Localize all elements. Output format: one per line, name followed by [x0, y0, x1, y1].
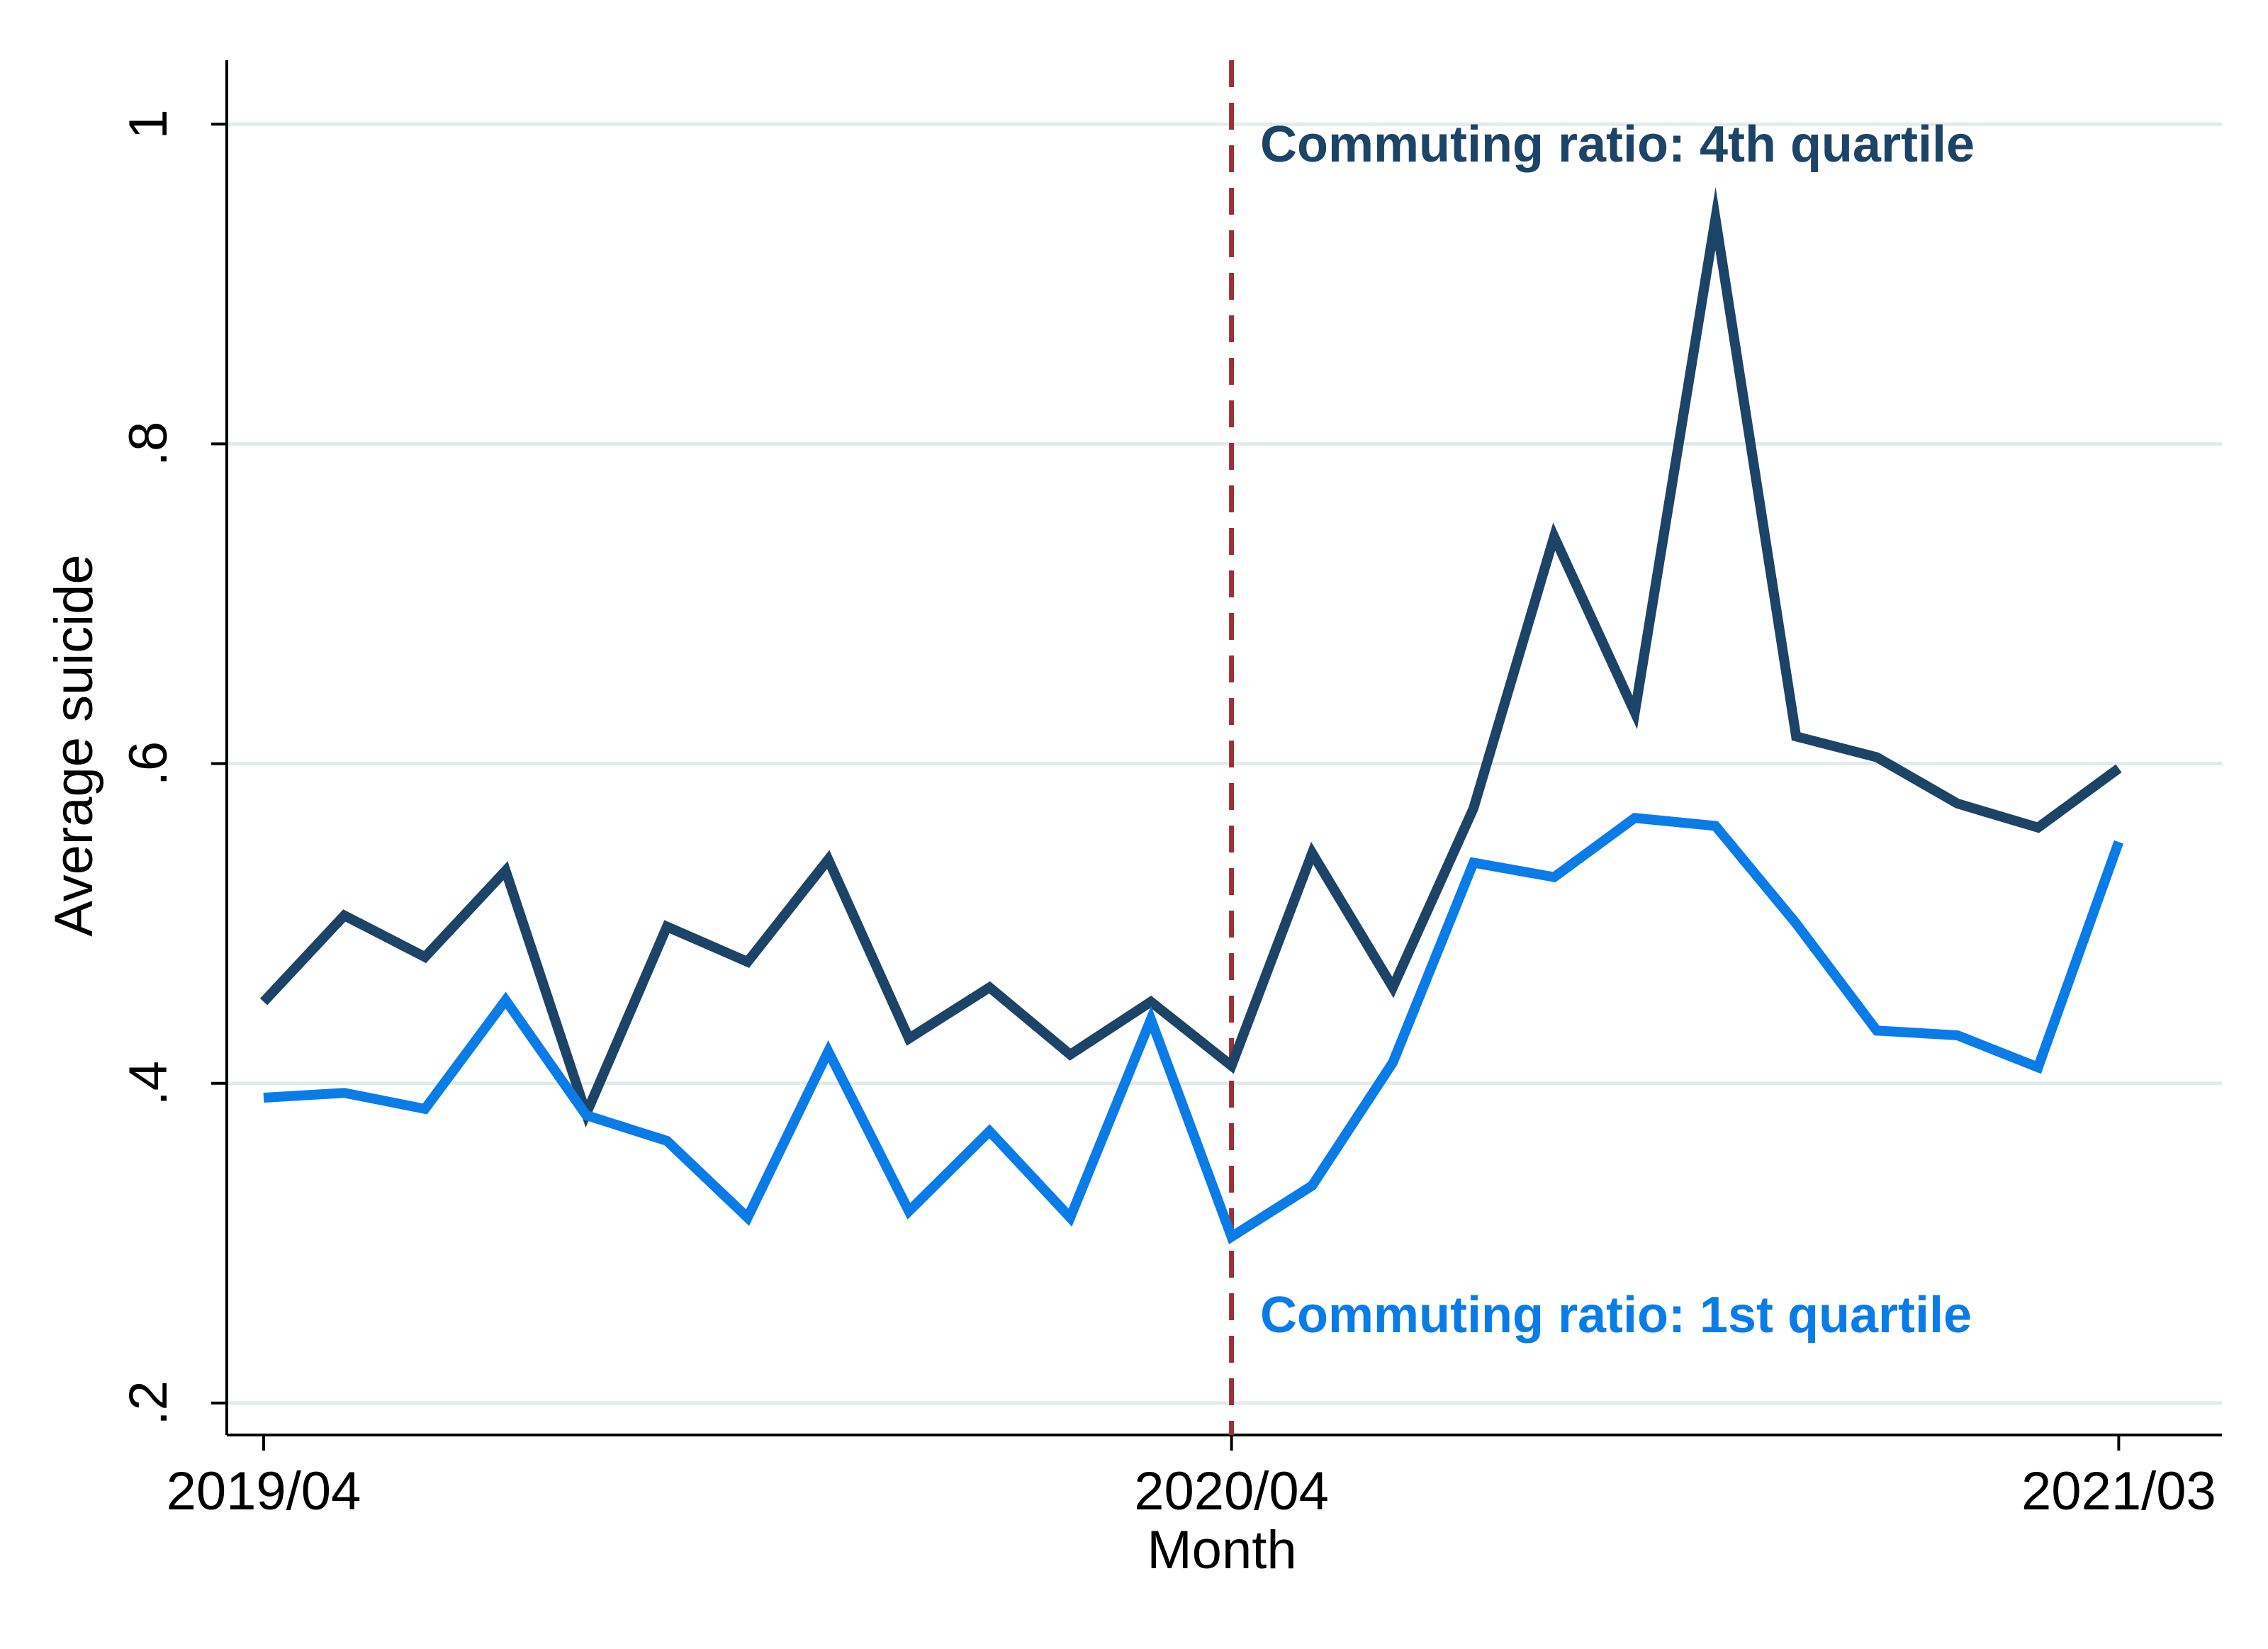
x-tick-label: 2019/04 [167, 1461, 361, 1521]
x-axis-title: Month [1147, 1520, 1296, 1580]
y-tick-label: 1 [118, 109, 179, 139]
axes [211, 60, 2222, 1451]
y-tick-label: .4 [118, 1061, 179, 1105]
x-tick-label: 2021/03 [2021, 1461, 2216, 1521]
y-tick-label: .2 [118, 1380, 179, 1425]
series-label-4th-quartile: Commuting ratio: 4th quartile [1260, 116, 1975, 173]
series-line-0 [259, 186, 2122, 1128]
x-tick-label: 2020/04 [1134, 1461, 1329, 1521]
y-tick-label: .8 [118, 422, 179, 466]
tick-labels: .2 .4 .6 .8 1 2019/04 2020/04 2021/03 [118, 109, 2216, 1521]
series-label-1st-quartile: Commuting ratio: 1st quartile [1260, 1287, 1972, 1344]
series-line-1 [263, 813, 2123, 1244]
y-tick-label: .6 [118, 741, 179, 786]
series-layer [259, 186, 2123, 1244]
y-axis-title: Average suicide [44, 554, 104, 936]
